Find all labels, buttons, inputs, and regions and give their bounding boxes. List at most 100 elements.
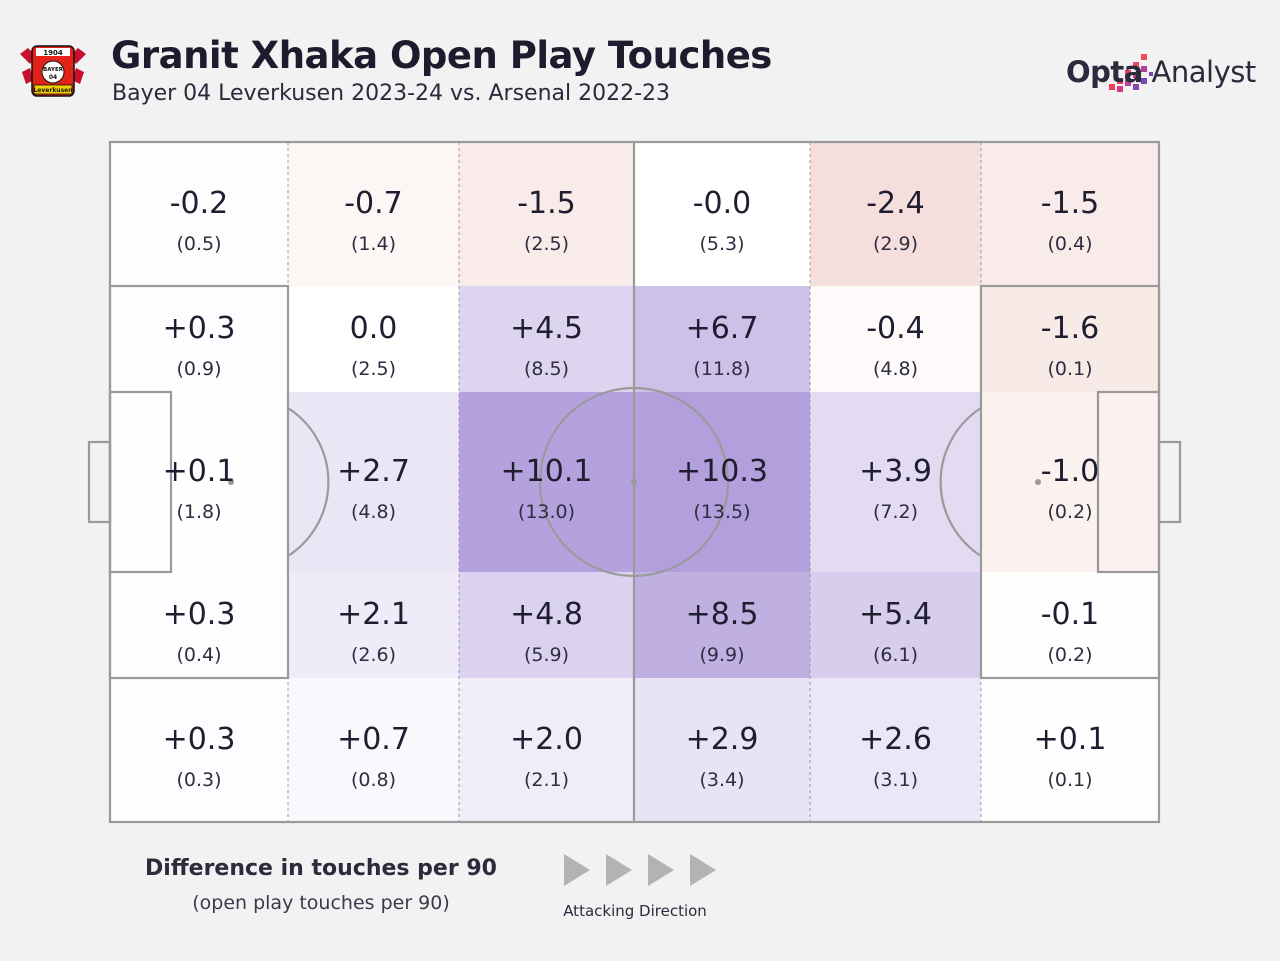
cell-touches-label: (13.5): [693, 501, 750, 523]
cell-difference-label: +2.1: [337, 597, 410, 632]
heatmap-cell: [288, 142, 459, 286]
legend-subtitle: (open play touches per 90): [192, 892, 450, 914]
cell-touches-label: (0.2): [1047, 501, 1092, 523]
leverkusen-crest: 1904 BAYER 04 Leverkusen: [20, 45, 86, 97]
crest-club: Leverkusen: [33, 87, 72, 94]
cell-difference-label: -0.0: [693, 186, 752, 221]
cell-touches-label: (0.2): [1047, 644, 1092, 666]
left-goal: [87, 440, 112, 524]
heatmap-cell: [634, 572, 810, 678]
brand-name-bold: Opta: [1066, 55, 1143, 89]
heatmap-cell: [110, 286, 288, 392]
cell-difference-label: -1.0: [1041, 454, 1100, 489]
cell-difference-label: +10.3: [676, 454, 768, 489]
cell-touches-label: (3.4): [699, 769, 744, 791]
cell-difference-label: +2.6: [859, 722, 932, 757]
cell-touches-label: (2.9): [873, 233, 918, 255]
heatmap-cell: [981, 142, 1159, 286]
direction-arrow-icon: [564, 854, 590, 886]
attacking-direction-arrows: [564, 854, 716, 886]
cell-difference-label: -2.4: [866, 186, 925, 221]
cell-touches-label: (4.8): [873, 358, 918, 380]
heatmap-cell: [110, 572, 288, 678]
heatmap-cell: [459, 678, 634, 822]
pitch-spots: [228, 479, 1041, 485]
left-penalty-arc: [287, 407, 330, 557]
cell-difference-label: +0.7: [337, 722, 410, 757]
centre-circle: [538, 386, 730, 578]
cell-touches-label: (2.5): [524, 233, 569, 255]
cell-touches-label: (1.4): [351, 233, 396, 255]
brand-name: Opta Analyst: [1066, 55, 1256, 89]
brand-name-light: Analyst: [1142, 55, 1257, 89]
cell-touches-label: (0.3): [176, 769, 221, 791]
cell-touches-label: (8.5): [524, 358, 569, 380]
cell-touches-label: (11.8): [693, 358, 750, 380]
direction-arrow-icon: [606, 854, 632, 886]
page-subtitle: Bayer 04 Leverkusen 2023-24 vs. Arsenal …: [112, 81, 671, 106]
heatmap-cell: [288, 392, 459, 572]
cell-difference-label: +0.1: [163, 454, 236, 489]
cell-difference-label: +3.9: [859, 454, 932, 489]
heatmap-cell: [459, 392, 634, 572]
heatmap-cell: [981, 572, 1159, 678]
cell-difference-label: +2.9: [686, 722, 759, 757]
cell-difference-label: +0.3: [163, 311, 236, 346]
right-penalty-arc: [939, 407, 982, 557]
centre-spot: [631, 479, 637, 485]
cell-touches-label: (9.9): [699, 644, 744, 666]
cell-difference-label: +4.5: [510, 311, 583, 346]
heatmap-cell: [981, 678, 1159, 822]
heatmap-cell: [810, 572, 981, 678]
heatmap-cell: [288, 678, 459, 822]
cell-difference-label: +4.8: [510, 597, 583, 632]
heatmap-cell: [634, 142, 810, 286]
crest-year: 1904: [43, 49, 63, 57]
heatmap-cell: [810, 286, 981, 392]
left-penalty-spot: [228, 479, 234, 485]
heatmap-cell: [288, 572, 459, 678]
cell-difference-label: -1.5: [1041, 186, 1100, 221]
heatmap-cell: [459, 142, 634, 286]
direction-arrow-icon: [648, 854, 674, 886]
attacking-direction-label: Attacking Direction: [563, 902, 707, 920]
heatmap-cell: [634, 286, 810, 392]
cell-touches-label: (7.2): [873, 501, 918, 523]
cell-difference-label: -0.4: [866, 311, 925, 346]
heatmap-cell: [981, 286, 1159, 392]
legend-title: Difference in touches per 90: [145, 856, 497, 881]
cell-touches-label: (0.5): [176, 233, 221, 255]
heatmap-cell: [288, 286, 459, 392]
cell-difference-label: +0.3: [163, 597, 236, 632]
heatmap-cell: [634, 678, 810, 822]
opta-analyst-logo: [1109, 54, 1153, 92]
crest-bayer: BAYER: [43, 67, 64, 73]
cell-touches-label: (6.1): [873, 644, 918, 666]
heatmap-cell: [981, 392, 1159, 572]
cell-difference-label: +0.3: [163, 722, 236, 757]
cell-difference-label: +6.7: [686, 311, 759, 346]
cell-touches-label: (2.6): [351, 644, 396, 666]
direction-arrow-icon: [690, 854, 716, 886]
heatmap-cell: [459, 286, 634, 392]
cell-touches-label: (0.4): [176, 644, 221, 666]
heatmap-cell: [110, 678, 288, 822]
right-goal: [1157, 440, 1182, 524]
heatmap-cell: [810, 392, 981, 572]
cell-touches-label: (5.9): [524, 644, 569, 666]
heatmap-cell: [810, 142, 981, 286]
cell-touches-label: (3.1): [873, 769, 918, 791]
heatmap-cell: [810, 678, 981, 822]
cell-difference-label: +2.7: [337, 454, 410, 489]
cell-touches-label: (13.0): [518, 501, 575, 523]
heatmap-cell: [110, 142, 288, 286]
right-penalty-spot: [1035, 479, 1041, 485]
cell-touches-label: (0.1): [1047, 358, 1092, 380]
cell-difference-label: +0.1: [1034, 722, 1107, 757]
cell-difference-label: 0.0: [350, 311, 398, 346]
cell-difference-label: -0.1: [1041, 597, 1100, 632]
heatmap-cell: [110, 392, 288, 572]
heatmap-cell: [459, 572, 634, 678]
cell-difference-label: +10.1: [501, 454, 593, 489]
cell-touches-label: (0.9): [176, 358, 221, 380]
